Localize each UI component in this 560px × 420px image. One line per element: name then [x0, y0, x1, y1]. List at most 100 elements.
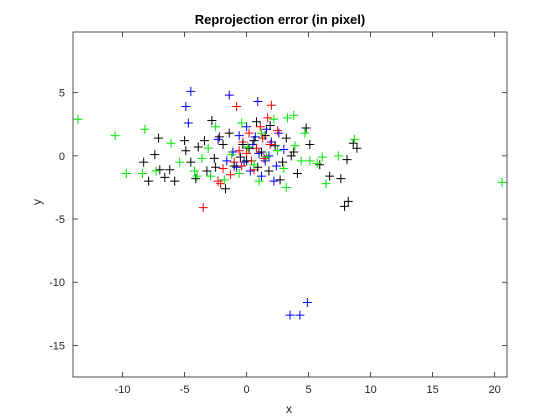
data-point: [140, 124, 150, 134]
data-point: [271, 161, 281, 171]
x-tick-label: -5: [180, 384, 190, 396]
data-point: [242, 148, 252, 158]
data-point: [239, 157, 249, 167]
data-point: [250, 132, 260, 142]
x-tick-label: 15: [426, 384, 438, 396]
data-point: [203, 143, 213, 153]
data-point: [265, 121, 275, 131]
data-point: [256, 147, 266, 157]
data-point: [342, 155, 352, 165]
data-point: [243, 142, 253, 152]
data-point: [175, 157, 185, 167]
data-point: [137, 169, 147, 179]
data-point: [270, 141, 280, 151]
data-point: [261, 152, 271, 162]
data-point: [199, 136, 209, 146]
plot-area: [72, 31, 508, 378]
data-point: [197, 153, 207, 163]
data-point: [244, 143, 254, 153]
data-point: [349, 134, 359, 144]
data-point: [224, 90, 234, 100]
data-point: [186, 157, 196, 167]
data-point: [245, 166, 255, 176]
data-point: [265, 139, 275, 149]
data-point: [302, 297, 312, 307]
data-point: [242, 122, 252, 132]
data-point: [295, 310, 305, 320]
data-point: [225, 170, 235, 180]
data-point: [289, 147, 299, 157]
data-point: [165, 165, 175, 175]
data-point: [283, 113, 293, 123]
data-point: [155, 165, 165, 175]
data-point: [321, 179, 331, 189]
data-point: [281, 133, 291, 143]
data-point: [227, 150, 237, 160]
data-point: [193, 142, 203, 152]
data-point: [180, 136, 190, 146]
data-point: [151, 166, 161, 176]
data-point: [253, 97, 263, 107]
y-tick-label: 0: [59, 151, 65, 163]
data-point: [244, 128, 254, 138]
x-tick-label: 5: [306, 384, 312, 396]
data-point: [206, 171, 216, 181]
data-point: [181, 146, 191, 156]
data-point: [144, 176, 154, 186]
data-point: [237, 118, 247, 128]
data-point: [312, 158, 322, 168]
data-point: [259, 153, 269, 163]
data-point: [166, 138, 176, 148]
data-point: [211, 162, 221, 172]
data-point: [252, 117, 262, 127]
x-tick-label: 20: [488, 384, 500, 396]
data-point: [150, 150, 160, 160]
data-point: [181, 102, 191, 112]
data-point: [110, 131, 120, 141]
data-point: [273, 146, 283, 156]
data-point: [219, 175, 229, 185]
data-point: [315, 160, 325, 170]
x-tick-label: 10: [364, 384, 376, 396]
series-3-points: [139, 115, 362, 211]
data-point: [352, 143, 362, 153]
data-point: [211, 122, 221, 132]
data-point: [261, 124, 271, 134]
data-point: [216, 179, 226, 189]
data-point: [305, 139, 315, 149]
y-tick-label: -15: [49, 340, 65, 352]
data-point: [292, 169, 302, 179]
data-point: [160, 172, 170, 182]
data-point: [266, 100, 276, 110]
data-point: [300, 128, 310, 138]
data-point: [269, 114, 279, 124]
data-point: [336, 174, 346, 184]
data-point: [234, 146, 244, 156]
data-point: [170, 176, 180, 186]
data-point: [325, 171, 335, 181]
data-point: [305, 156, 315, 166]
data-point: [254, 176, 264, 186]
x-axis-label: x: [286, 402, 292, 416]
data-point: [139, 157, 149, 167]
data-point: [348, 138, 358, 148]
data-point: [207, 115, 217, 125]
data-point: [273, 126, 283, 136]
data-point: [317, 152, 327, 162]
data-point: [279, 145, 289, 155]
data-point: [279, 163, 289, 173]
data-point: [249, 160, 259, 170]
series-4-points: [73, 110, 507, 192]
y-tick-label: -5: [55, 214, 65, 226]
x-tick-label: -10: [115, 384, 131, 396]
data-point: [256, 128, 266, 138]
data-point: [278, 157, 288, 167]
data-point: [235, 152, 245, 162]
data-point: [186, 86, 196, 96]
data-point: [229, 161, 239, 171]
data-points: [73, 86, 507, 320]
data-point: [224, 128, 234, 138]
data-point: [264, 151, 274, 161]
